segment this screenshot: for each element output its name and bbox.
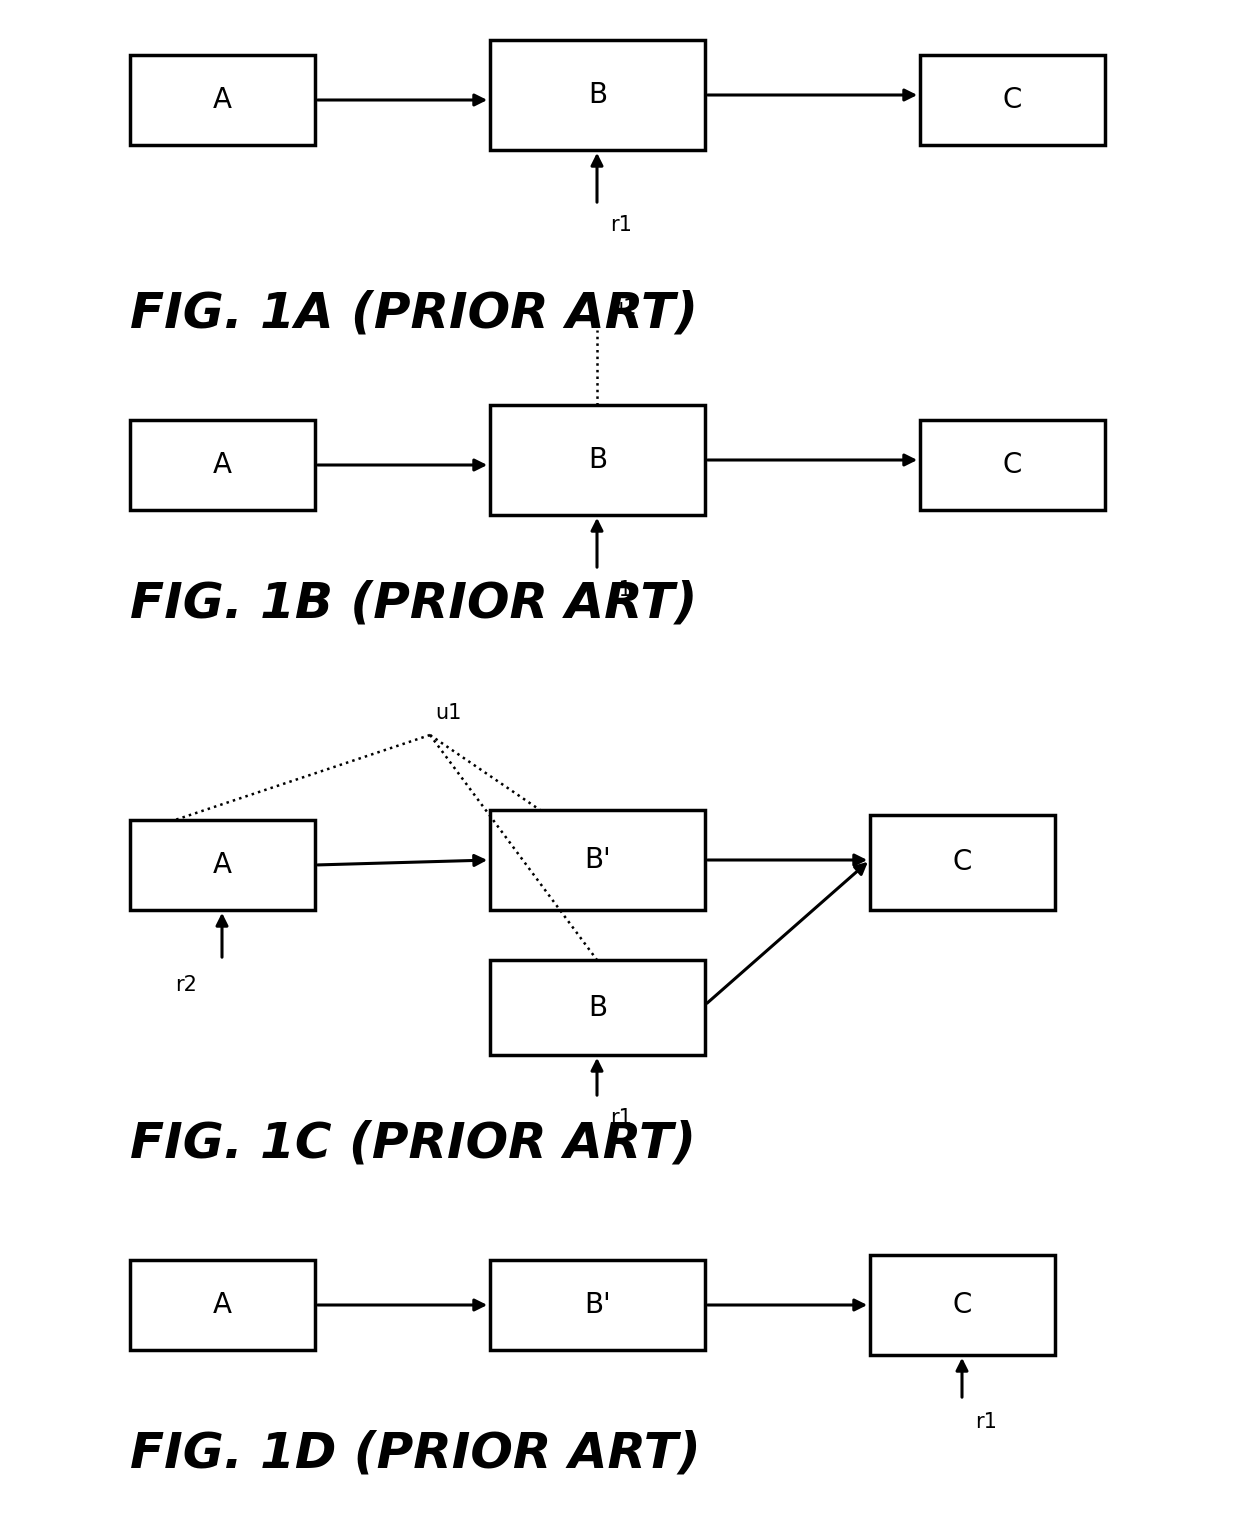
Text: A: A xyxy=(213,851,232,879)
Text: u1: u1 xyxy=(610,299,636,319)
Bar xyxy=(490,810,706,910)
Bar xyxy=(490,960,706,1056)
Text: r1: r1 xyxy=(610,1108,632,1128)
Bar xyxy=(490,1260,706,1350)
Text: B: B xyxy=(588,994,608,1022)
Text: A: A xyxy=(213,86,232,114)
Bar xyxy=(130,420,315,509)
Bar xyxy=(130,820,315,910)
Text: FIG. 1C (PRIOR ART): FIG. 1C (PRIOR ART) xyxy=(130,1120,696,1168)
Bar xyxy=(130,55,315,145)
Bar xyxy=(490,40,706,149)
Text: r1: r1 xyxy=(610,215,632,235)
Bar xyxy=(920,420,1105,509)
Text: r1: r1 xyxy=(975,1411,997,1431)
Text: C: C xyxy=(1003,86,1022,114)
Text: r2: r2 xyxy=(175,976,197,996)
Bar xyxy=(870,816,1055,910)
Text: u1: u1 xyxy=(435,703,461,723)
Text: B': B' xyxy=(584,846,611,874)
Text: FIG. 1A (PRIOR ART): FIG. 1A (PRIOR ART) xyxy=(130,289,698,339)
Text: FIG. 1D (PRIOR ART): FIG. 1D (PRIOR ART) xyxy=(130,1430,701,1477)
Bar xyxy=(490,405,706,516)
Text: FIG. 1B (PRIOR ART): FIG. 1B (PRIOR ART) xyxy=(130,580,697,628)
Text: r1: r1 xyxy=(610,580,632,600)
Bar xyxy=(130,1260,315,1350)
Bar xyxy=(870,1254,1055,1354)
Text: A: A xyxy=(213,1291,232,1319)
Text: B: B xyxy=(588,82,608,109)
Text: B: B xyxy=(588,446,608,474)
Text: C: C xyxy=(1003,451,1022,479)
Text: C: C xyxy=(952,1291,972,1319)
Text: C: C xyxy=(952,848,972,877)
Text: B': B' xyxy=(584,1291,611,1319)
Bar xyxy=(920,55,1105,145)
Text: A: A xyxy=(213,451,232,479)
